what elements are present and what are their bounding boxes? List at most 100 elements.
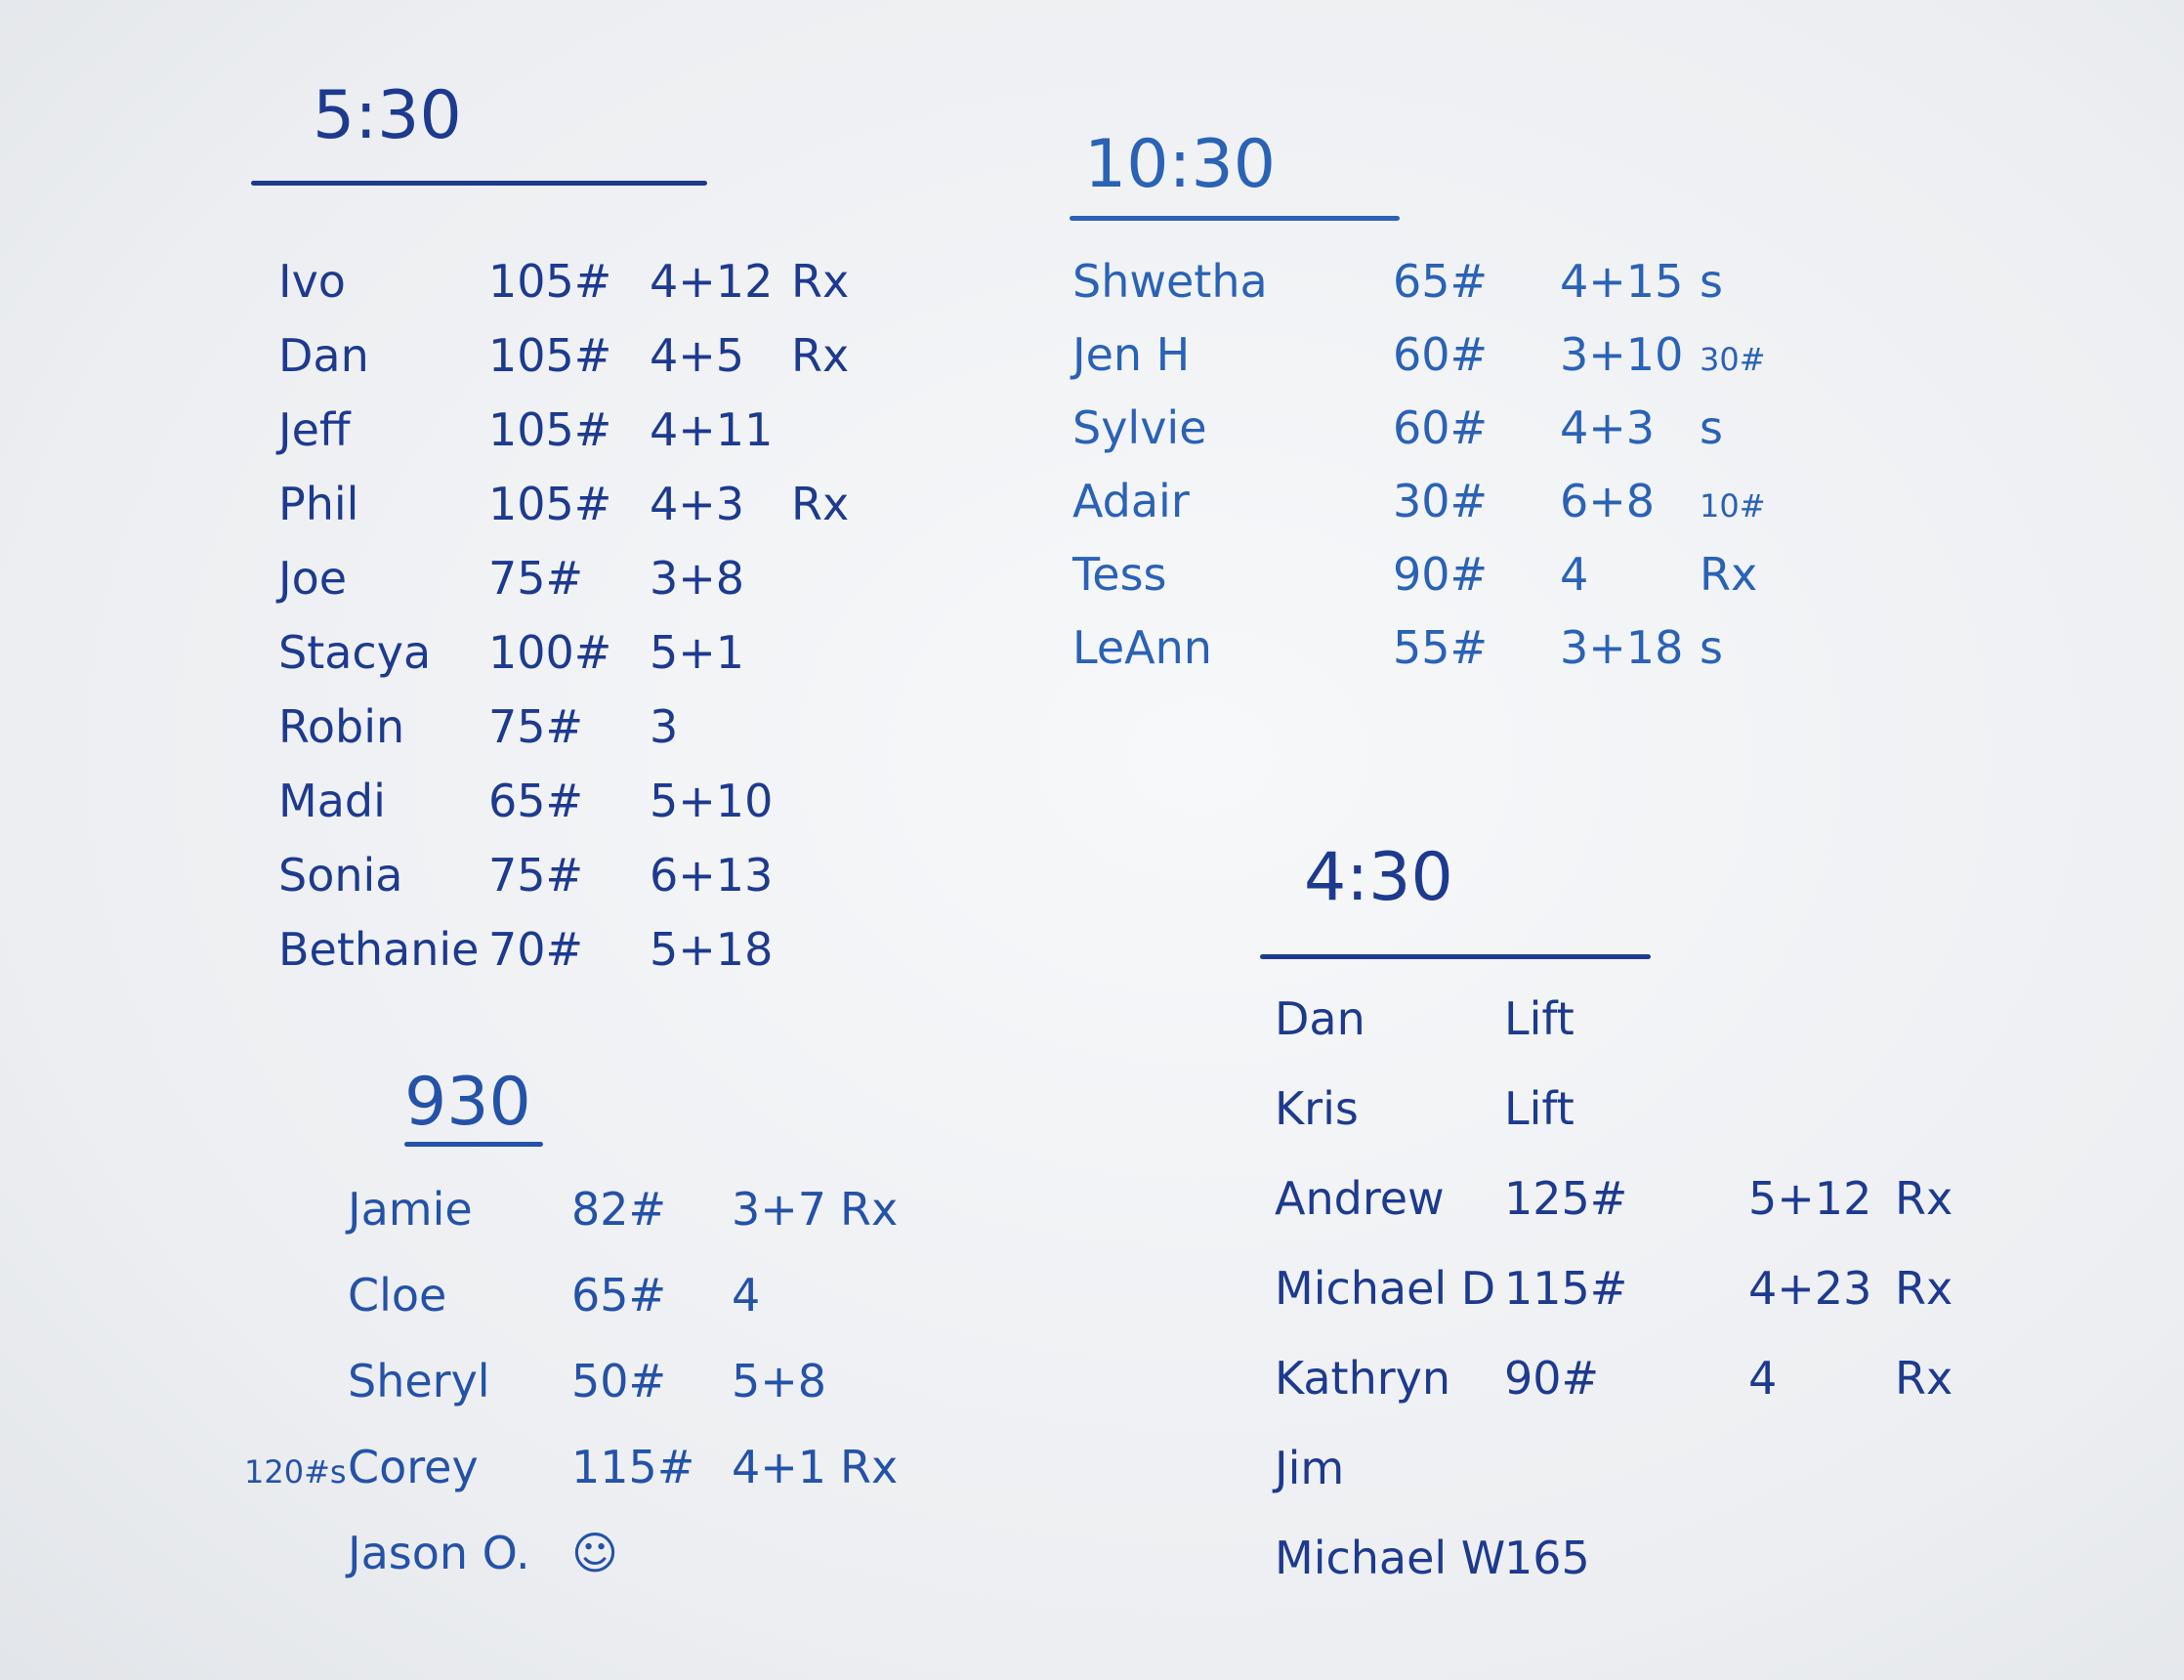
weight: 55# bbox=[1393, 621, 1489, 674]
score: 3+7 bbox=[732, 1183, 827, 1236]
note: Rx bbox=[840, 1183, 899, 1236]
note: s bbox=[1700, 401, 1723, 454]
weight: 75# bbox=[488, 849, 584, 902]
athlete-name: Shwetha bbox=[1072, 255, 1268, 308]
weight: 50# bbox=[571, 1355, 667, 1407]
weight: 60# bbox=[1393, 328, 1489, 381]
athlete-name: Jim bbox=[1275, 1442, 1345, 1494]
athlete-name: Bethanie bbox=[278, 923, 480, 976]
weight: 60# bbox=[1393, 401, 1489, 454]
athlete-name: Cloe bbox=[348, 1269, 447, 1322]
score: 3+18 bbox=[1560, 621, 1684, 674]
section-title: 930 bbox=[404, 1064, 531, 1141]
score: 4+3 bbox=[650, 478, 745, 530]
score: 5+10 bbox=[650, 775, 774, 827]
athlete-name: Robin bbox=[278, 700, 405, 753]
athlete-name: Sheryl bbox=[348, 1355, 490, 1407]
note: Rx bbox=[791, 255, 850, 308]
score: 3+8 bbox=[650, 552, 745, 605]
note: Rx bbox=[1895, 1262, 1953, 1315]
score: 4+12 bbox=[650, 255, 774, 308]
athlete-name: Dan bbox=[1275, 992, 1365, 1045]
underline bbox=[404, 1142, 543, 1147]
athlete-name: Joe bbox=[278, 552, 348, 605]
athlete-name: Jen H bbox=[1072, 328, 1191, 381]
weight: 75# bbox=[488, 700, 584, 753]
note: 10# bbox=[1700, 487, 1766, 525]
note: Rx bbox=[1700, 548, 1758, 601]
score: 5+1 bbox=[650, 626, 745, 679]
athlete-name: Sylvie bbox=[1072, 401, 1207, 454]
weight: 115# bbox=[1504, 1262, 1628, 1315]
weight: 75# bbox=[488, 552, 584, 605]
note: s bbox=[1700, 621, 1723, 674]
weight: Lift bbox=[1504, 1082, 1575, 1135]
weight: 82# bbox=[571, 1183, 667, 1236]
weight: ☺ bbox=[571, 1527, 618, 1579]
score: 5+18 bbox=[650, 923, 774, 976]
athlete-name: Jeff bbox=[278, 403, 351, 456]
weight: 125# bbox=[1504, 1172, 1628, 1225]
score: 4 bbox=[1748, 1352, 1778, 1405]
weight: 90# bbox=[1393, 548, 1489, 601]
athlete-name: Jason O. bbox=[348, 1527, 530, 1579]
score: 4+15 bbox=[1560, 255, 1684, 308]
section-title: 10:30 bbox=[1084, 126, 1276, 203]
athlete-name: Andrew bbox=[1275, 1172, 1445, 1225]
weight: 100# bbox=[488, 626, 612, 679]
side-note: 120#s bbox=[244, 1453, 347, 1491]
score: 4+5 bbox=[650, 329, 745, 382]
weight: 70# bbox=[488, 923, 584, 976]
score: 4+3 bbox=[1560, 401, 1656, 454]
athlete-name: Michael D bbox=[1275, 1262, 1496, 1315]
athlete-name: Adair bbox=[1072, 475, 1190, 527]
weight: Lift bbox=[1504, 992, 1575, 1045]
underline bbox=[1260, 954, 1651, 959]
weight: 105# bbox=[488, 478, 612, 530]
score: 4+1 bbox=[732, 1441, 827, 1493]
athlete-name: Sonia bbox=[278, 849, 403, 902]
score: 4+11 bbox=[650, 403, 774, 456]
score: 6+13 bbox=[650, 849, 774, 902]
weight: 105# bbox=[488, 255, 612, 308]
note: Rx bbox=[1895, 1172, 1953, 1225]
athlete-name: Kathryn bbox=[1275, 1352, 1451, 1405]
athlete-name: Jamie bbox=[348, 1183, 473, 1236]
weight: 65# bbox=[1393, 255, 1489, 308]
athlete-name: Madi bbox=[278, 775, 386, 827]
athlete-name: Dan bbox=[278, 329, 369, 382]
score: 6+8 bbox=[1560, 475, 1656, 527]
athlete-name: Ivo bbox=[278, 255, 346, 308]
score: 4 bbox=[1560, 548, 1589, 601]
athlete-name: Kris bbox=[1275, 1082, 1359, 1135]
weight: 90# bbox=[1504, 1352, 1600, 1405]
note: s bbox=[1700, 255, 1723, 308]
weight: 30# bbox=[1393, 475, 1489, 527]
note: Rx bbox=[791, 329, 850, 382]
score: 5+12 bbox=[1748, 1172, 1872, 1225]
athlete-name: Tess bbox=[1072, 548, 1167, 601]
note: Rx bbox=[840, 1441, 899, 1493]
section-title: 5:30 bbox=[313, 77, 462, 154]
weight: 105# bbox=[488, 329, 612, 382]
underline bbox=[251, 181, 707, 186]
weight: 105# bbox=[488, 403, 612, 456]
score: 4+23 bbox=[1748, 1262, 1872, 1315]
weight: 165 bbox=[1504, 1532, 1590, 1584]
note: Rx bbox=[791, 478, 850, 530]
weight: 65# bbox=[488, 775, 584, 827]
athlete-name: Corey bbox=[348, 1441, 479, 1493]
weight: 65# bbox=[571, 1269, 667, 1322]
athlete-name: LeAnn bbox=[1072, 621, 1212, 674]
underline bbox=[1070, 216, 1400, 221]
score: 4 bbox=[732, 1269, 761, 1322]
score: 5+8 bbox=[732, 1355, 827, 1407]
score: 3+10 bbox=[1560, 328, 1684, 381]
weight: 115# bbox=[571, 1441, 695, 1493]
athlete-name: Phil bbox=[278, 478, 359, 530]
athlete-name: Michael W bbox=[1275, 1532, 1506, 1584]
section-title: 4:30 bbox=[1304, 839, 1453, 916]
score: 3 bbox=[650, 700, 679, 753]
note: 30# bbox=[1700, 341, 1766, 378]
